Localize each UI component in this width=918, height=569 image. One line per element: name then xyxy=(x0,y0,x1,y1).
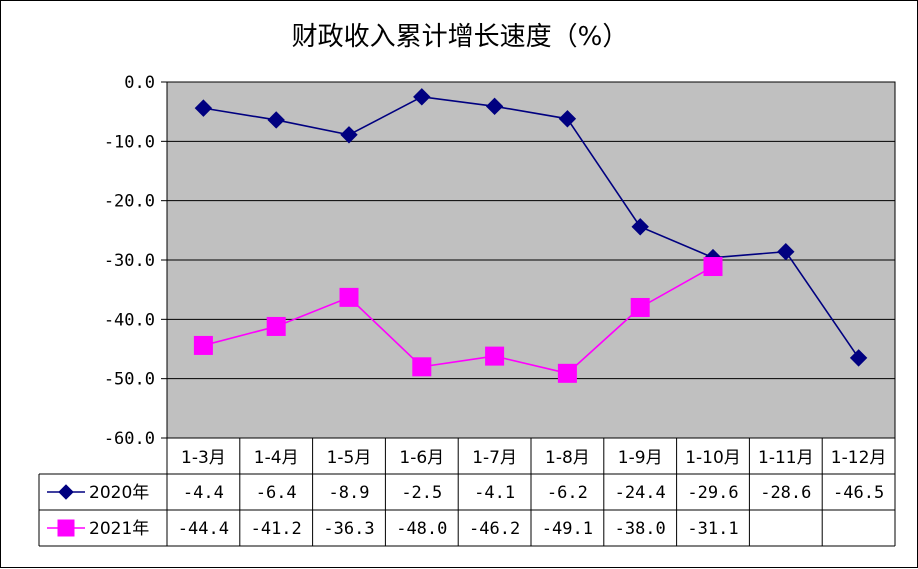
x-category-label: 1-5月 xyxy=(327,448,372,468)
x-category-label: 1-12月 xyxy=(831,448,887,468)
table-value: -41.2 xyxy=(251,519,302,539)
table-value: -46.5 xyxy=(833,483,884,503)
data-point xyxy=(558,110,577,128)
table-value: -49.1 xyxy=(542,519,593,539)
x-category-label: 1-10月 xyxy=(685,448,741,468)
y-tick-label: -30.0 xyxy=(104,251,155,271)
data-point xyxy=(849,349,868,367)
data-point xyxy=(193,335,213,355)
y-tick-label: -40.0 xyxy=(104,310,155,330)
data-point xyxy=(703,257,723,277)
data-point xyxy=(557,363,577,383)
y-tick-label: 0.0 xyxy=(124,73,155,93)
table-value: -24.4 xyxy=(615,483,666,503)
data-point xyxy=(267,111,285,129)
x-category-label: 1-11月 xyxy=(758,448,814,468)
x-category-label: 1-9月 xyxy=(618,448,663,468)
data-point xyxy=(412,357,432,377)
table-value: -36.3 xyxy=(323,519,374,539)
x-category-label: 1-8月 xyxy=(545,448,590,468)
x-category-label: 1-6月 xyxy=(399,448,444,468)
x-category-label: 1-3月 xyxy=(181,448,226,468)
table-value: -38.0 xyxy=(615,519,666,539)
legend-label: 2021年 xyxy=(89,519,149,539)
data-point xyxy=(194,99,213,117)
data-point xyxy=(340,126,358,144)
table-value: -4.1 xyxy=(474,483,515,503)
data-point xyxy=(630,297,650,317)
legend-marker xyxy=(57,519,75,537)
y-tick-label: -50.0 xyxy=(104,370,155,390)
table-value: -31.1 xyxy=(687,519,738,539)
data-point xyxy=(413,88,431,106)
table-value: -4.4 xyxy=(183,483,224,503)
table-value: -6.2 xyxy=(547,483,588,503)
table-value: -6.4 xyxy=(256,483,297,503)
table-value: -29.6 xyxy=(687,483,738,503)
data-point xyxy=(631,218,649,236)
y-tick-label: -20.0 xyxy=(104,192,155,212)
legend-marker xyxy=(58,484,74,500)
table-value: -46.2 xyxy=(469,519,520,539)
data-point xyxy=(266,316,286,336)
legend-label: 2020年 xyxy=(89,483,149,503)
x-category-label: 1-7月 xyxy=(472,448,517,468)
data-point xyxy=(777,242,795,261)
chart-title: 财政收入累计增长速度（%） xyxy=(292,22,629,52)
table-value: -8.9 xyxy=(329,483,370,503)
y-tick-label: -10.0 xyxy=(104,132,155,152)
table-value: -44.4 xyxy=(178,519,229,539)
series-line xyxy=(203,265,714,375)
y-tick-label: -60.0 xyxy=(104,429,155,449)
table-value: -28.6 xyxy=(760,483,811,503)
x-category-label: 1-4月 xyxy=(254,448,299,468)
data-point xyxy=(485,97,504,116)
table-value: -48.0 xyxy=(396,519,447,539)
series-line xyxy=(203,96,860,359)
data-point xyxy=(339,287,359,307)
data-point xyxy=(485,346,505,366)
table-value: -2.5 xyxy=(401,483,442,503)
